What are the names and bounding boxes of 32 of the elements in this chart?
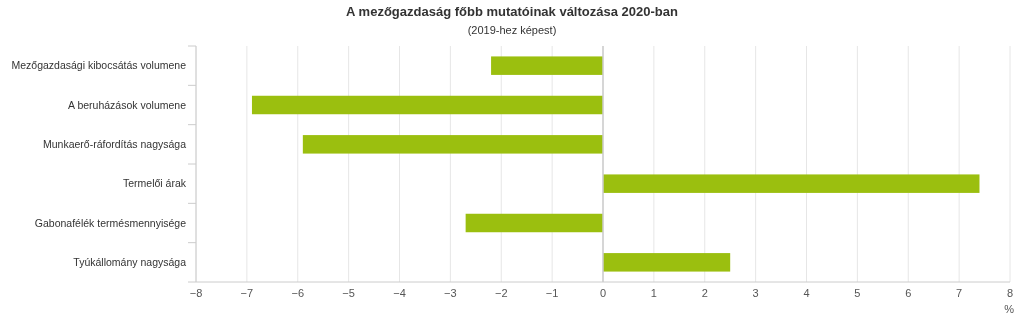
x-axis-title: % [1004, 303, 1015, 315]
y-tick-label: Termelői árak [122, 177, 187, 190]
bar [251, 95, 603, 115]
x-tick-label: 5 [854, 287, 861, 299]
x-tick-label: −8 [189, 287, 203, 299]
x-tick-label: 1 [650, 287, 657, 299]
x-tick-label: −3 [444, 287, 457, 299]
x-tick-label: −2 [494, 287, 508, 299]
x-tick-label: 0 [599, 287, 607, 299]
x-tick-label: 2 [701, 287, 708, 299]
x-tick-label: −5 [342, 287, 355, 299]
x-tick-label: 7 [956, 287, 963, 299]
x-tick-label: 3 [752, 287, 759, 299]
y-tick-label: A beruházások volumene [68, 98, 187, 111]
y-tick-label: Tyúkállomány nagysága [73, 256, 187, 269]
x-tick-label: 8 [1006, 287, 1014, 299]
y-tick-label: Munkaerő-ráfordítás nagysága [43, 138, 187, 151]
x-tick-label: 4 [803, 287, 810, 299]
y-tick-label: Mezőgazdasági kibocsátás volumene [11, 59, 187, 72]
bar [603, 174, 980, 193]
bar [603, 253, 731, 272]
x-tick-label: −1 [545, 287, 559, 299]
x-tick-label: −6 [291, 287, 305, 299]
bar [302, 135, 603, 154]
x-tick-label: −4 [393, 287, 406, 299]
x-tick-label: 6 [905, 287, 912, 299]
bar [491, 56, 603, 75]
bar [465, 213, 603, 233]
chart-title: A mezőgazdaság főbb mutatóinak változása 2020-ban [346, 4, 678, 19]
x-tick-label: −7 [240, 287, 254, 299]
y-tick-label: Gabonafélék termésmennyisége [34, 216, 187, 229]
chart-subtitle: (2019-hez képest) [467, 24, 557, 36]
